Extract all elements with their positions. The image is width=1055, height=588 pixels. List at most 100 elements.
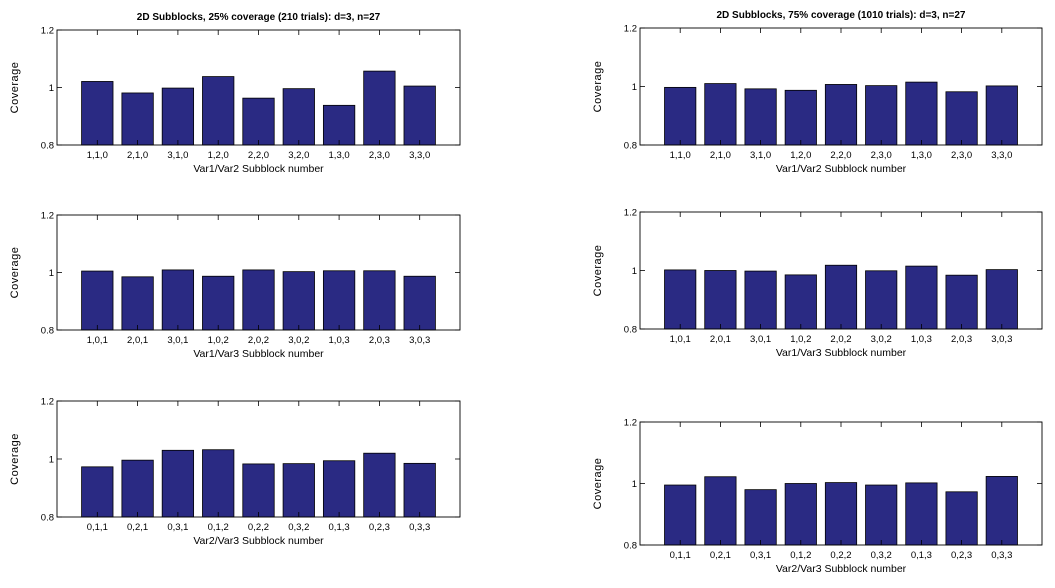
bar <box>664 86 697 146</box>
y-axis-label: Coverage <box>592 245 604 297</box>
y-tick-label: 1.2 <box>624 418 637 429</box>
x-tick-label: 1,2,0 <box>790 150 811 161</box>
x-tick-label: 2,0,3 <box>951 334 972 345</box>
x-tick-label: 2,0,2 <box>248 335 269 346</box>
x-tick-label: 0,3,1 <box>167 522 188 533</box>
x-tick-label: 0,1,1 <box>87 522 108 533</box>
x-axis-label: Var2/Var3 Subblock number <box>193 535 324 547</box>
bar <box>865 484 898 546</box>
x-tick-label: 1,0,2 <box>790 334 811 345</box>
bar <box>824 84 858 146</box>
y-tick-label: 1 <box>632 479 637 490</box>
bar <box>81 270 114 331</box>
x-tick-label: 0,2,3 <box>951 550 972 561</box>
bar <box>704 83 737 146</box>
x-tick-label: 0,2,2 <box>830 550 851 561</box>
chart-1: 1,1,0 2,1,0 3,1,0 1,2,0 2,2,0 3,2,0 1,3,0 2,3,0… <box>9 12 461 175</box>
x-axis-label: Var1/Var3 Subblock number <box>776 347 907 359</box>
x-tick-label: 2,3,0 <box>951 150 972 161</box>
x-tick-label: 3,3,0 <box>409 150 430 161</box>
y-tick-label: 1.2 <box>41 26 54 37</box>
bar <box>161 87 195 146</box>
bar <box>202 275 235 331</box>
x-tick-label: 1,0,3 <box>329 335 350 346</box>
bar <box>704 270 737 330</box>
chart-title: 2D Subblocks, 25% coverage (210 trials):… <box>137 12 381 23</box>
x-tick-label: 3,0,3 <box>409 335 430 346</box>
bar <box>322 270 356 331</box>
bar <box>282 271 315 331</box>
x-axis-label: Var1/Var3 Subblock number <box>193 348 324 360</box>
x-tick-label: 3,3,0 <box>991 150 1012 161</box>
bar <box>865 270 898 330</box>
y-tick-label: 1.2 <box>41 211 54 222</box>
x-tick-label: 2,0,2 <box>830 334 851 345</box>
x-tick-label: 2,1,0 <box>127 150 148 161</box>
y-tick-label: 0.8 <box>624 325 637 336</box>
bar <box>744 270 777 330</box>
x-tick-label: 0,3,2 <box>288 522 309 533</box>
bar <box>744 88 777 146</box>
bar <box>985 476 1018 546</box>
x-tick-label: 1,1,0 <box>670 150 691 161</box>
y-tick-label: 0.8 <box>624 141 637 152</box>
x-tick-label: 2,2,0 <box>248 150 269 161</box>
bar <box>81 466 114 518</box>
bar <box>161 449 195 518</box>
bar <box>202 76 235 146</box>
x-tick-label: 3,0,3 <box>991 334 1012 345</box>
bar <box>242 463 275 518</box>
y-axis-label: Coverage <box>9 433 21 485</box>
x-tick-label: 1,0,1 <box>670 334 691 345</box>
x-tick-label: 0,2,2 <box>248 522 269 533</box>
bar <box>161 269 195 331</box>
x-tick-label: 0,2,3 <box>369 522 390 533</box>
x-tick-label: 0,3,1 <box>750 550 771 561</box>
bar <box>985 269 1018 330</box>
y-tick-label: 0.8 <box>41 141 54 152</box>
x-tick-label: 1,2,0 <box>208 150 229 161</box>
bar <box>865 85 898 146</box>
x-axis-label: Var2/Var3 Subblock number <box>776 563 907 575</box>
y-tick-label: 1 <box>632 266 637 277</box>
x-tick-label: 2,0,3 <box>369 335 390 346</box>
y-tick-label: 1 <box>49 455 54 466</box>
x-tick-label: 1,1,0 <box>87 150 108 161</box>
bar <box>824 264 858 330</box>
bar <box>905 81 938 146</box>
bar <box>824 482 858 546</box>
x-tick-label: 2,2,0 <box>830 150 851 161</box>
x-tick-label: 2,0,1 <box>710 334 731 345</box>
x-tick-label: 3,0,1 <box>167 335 188 346</box>
y-axis-label: Coverage <box>592 458 604 510</box>
x-axis-label: Var1/Var2 Subblock number <box>776 163 907 175</box>
x-tick-label: 0,3,3 <box>409 522 430 533</box>
bar <box>945 491 978 546</box>
y-tick-label: 0.8 <box>41 326 54 337</box>
bar <box>744 489 777 546</box>
x-tick-label: 0,1,2 <box>208 522 229 533</box>
bar <box>945 274 978 330</box>
x-tick-label: 3,1,0 <box>750 150 771 161</box>
bar <box>704 476 737 546</box>
x-tick-label: 0,1,2 <box>790 550 811 561</box>
x-tick-label: 0,2,1 <box>710 550 731 561</box>
bar <box>202 449 235 518</box>
x-tick-label: 0,3,3 <box>991 550 1012 561</box>
x-tick-label: 3,2,0 <box>288 150 309 161</box>
chart-title: 2D Subblocks, 75% coverage (1010 trials)… <box>716 10 965 21</box>
x-tick-label: 3,0,2 <box>871 334 892 345</box>
bar <box>905 482 938 546</box>
y-axis-label: Coverage <box>9 247 21 299</box>
x-tick-label: 1,3,0 <box>329 150 350 161</box>
y-tick-label: 0.8 <box>41 513 54 524</box>
chart-4: 1,1,0 2,1,0 3,1,0 1,2,0 2,2,0 2,3,0 1,3,0 2,3,0… <box>592 10 1043 175</box>
y-tick-label: 1.2 <box>41 397 54 408</box>
bar <box>784 274 817 330</box>
x-tick-label: 0,3,2 <box>871 550 892 561</box>
x-axis-label: Var1/Var2 Subblock number <box>193 163 324 175</box>
chart-3: 0,1,1 0,2,1 0,3,1 0,1,2 0,2,2 0,3,2 0,1,3 0,2,3… <box>9 397 461 547</box>
bar <box>121 276 154 331</box>
bar <box>363 270 396 331</box>
